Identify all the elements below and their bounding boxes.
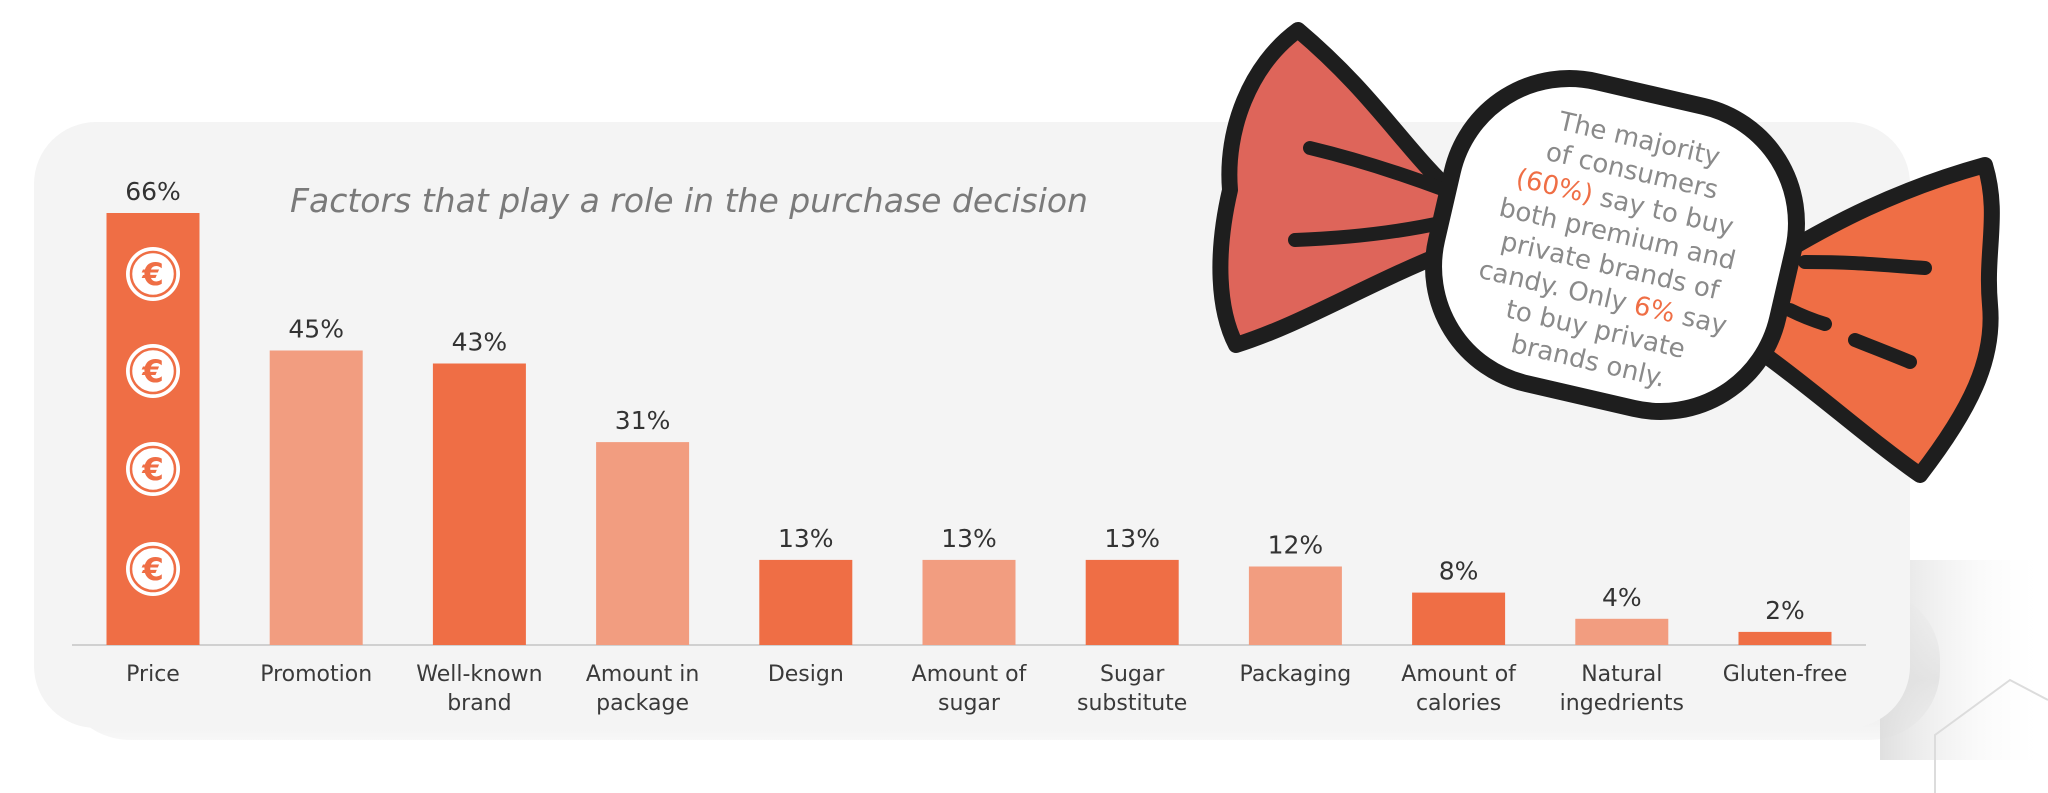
bar [1248,566,1342,645]
data-label: 4% [1602,583,1642,612]
bar [432,363,526,645]
candy-fold-line [1288,215,1452,247]
category-labels-group: Price Promotion Well-known brand Amount in pa… [126,662,1847,716]
category-label: Natural ingedrients [1560,662,1684,716]
data-label: 12% [1268,531,1324,560]
euro-coin-icon: € [126,247,180,301]
bar [269,350,363,645]
bar [1412,592,1506,645]
corner-decoration [1934,678,2048,793]
chart-title: Factors that play a role in the purchase… [290,181,1088,220]
euro-coin-icon: € [126,344,180,398]
bar [1085,559,1179,645]
data-label: 13% [1104,524,1160,553]
category-label: Well-known brand [416,662,542,716]
candy-wrapper-right [1757,157,2000,483]
category-label: Amount of sugar [912,662,1028,716]
price-bar-icons: € € € € [126,247,180,596]
bar [1738,631,1832,645]
category-label: Price [126,662,180,687]
bar [596,442,690,645]
candy-icon: The majorityof consumers(60%) say to buy… [1212,22,2000,483]
svg-text:€: € [141,354,164,390]
data-label: 66% [125,177,181,206]
candy-wrapper-left [1212,22,1463,353]
svg-text:€: € [141,452,164,488]
category-label: Gluten-free [1723,662,1848,687]
data-label: 8% [1439,557,1479,586]
candy-fold-line [1848,333,1917,369]
candy-fold-line [1783,303,1832,331]
category-label: Design [768,662,844,687]
candy-body [1425,70,1805,420]
category-label: Sugar substitute [1077,662,1187,716]
category-label: Packaging [1240,662,1352,687]
data-label: 13% [778,524,834,553]
euro-coin-icon: € [126,442,180,496]
candy-fold-line [1798,255,1932,275]
bar [922,559,1016,645]
svg-text:€: € [141,552,164,588]
data-label: 31% [615,406,671,435]
data-label: 43% [452,328,508,357]
bar [759,559,853,645]
euro-coin-icon: € [126,542,180,596]
category-label: Amount in package [586,662,700,716]
data-label: 13% [941,524,997,553]
data-label: 2% [1765,596,1805,625]
value-labels-group: 66% 45% 43% 31% 13% 13% 13% 12% 8% 4% 2% [125,177,1805,625]
data-label: 45% [288,315,344,344]
svg-text:€: € [141,257,164,293]
category-label: Promotion [260,662,372,687]
candy-fold-line [1303,141,1452,197]
bar [1575,618,1669,645]
category-label: Amount of calories [1401,662,1517,716]
